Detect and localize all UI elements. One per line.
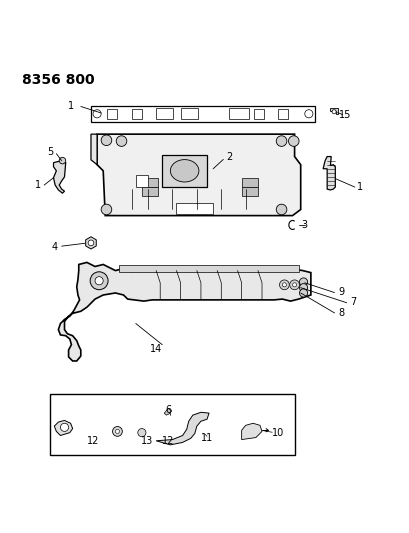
Circle shape — [292, 283, 296, 287]
Circle shape — [299, 284, 307, 292]
Circle shape — [101, 135, 112, 146]
Text: 7: 7 — [350, 297, 356, 308]
Polygon shape — [91, 134, 97, 165]
Circle shape — [95, 277, 103, 285]
Circle shape — [60, 423, 68, 431]
Text: 1: 1 — [67, 101, 74, 111]
Bar — [241, 178, 257, 187]
Circle shape — [116, 136, 126, 147]
Circle shape — [276, 204, 286, 215]
Text: 1: 1 — [35, 180, 41, 190]
Polygon shape — [85, 237, 96, 249]
Polygon shape — [156, 413, 209, 445]
Bar — [156, 109, 173, 119]
Text: 8356 800: 8356 800 — [22, 73, 94, 87]
Circle shape — [288, 136, 298, 147]
Bar — [176, 204, 213, 214]
Circle shape — [331, 110, 335, 114]
Text: 13: 13 — [141, 436, 153, 446]
Circle shape — [101, 204, 112, 215]
Circle shape — [299, 289, 307, 297]
Circle shape — [304, 110, 312, 118]
Text: 2: 2 — [226, 151, 232, 161]
Bar — [162, 155, 207, 187]
Circle shape — [90, 272, 108, 290]
Text: 10: 10 — [272, 429, 284, 439]
Polygon shape — [58, 262, 310, 361]
Bar — [142, 178, 158, 187]
Polygon shape — [164, 408, 171, 415]
Circle shape — [299, 278, 307, 286]
Text: 12: 12 — [162, 436, 174, 446]
Bar — [180, 109, 197, 119]
Ellipse shape — [170, 159, 198, 182]
Circle shape — [276, 136, 286, 147]
Bar — [91, 106, 314, 122]
Bar — [107, 109, 117, 119]
Bar — [253, 109, 263, 119]
Circle shape — [93, 110, 101, 118]
Circle shape — [282, 283, 286, 287]
Polygon shape — [330, 108, 337, 114]
Circle shape — [88, 240, 94, 246]
Bar — [131, 109, 142, 119]
Text: 14: 14 — [150, 344, 162, 354]
Text: 6: 6 — [165, 405, 171, 415]
Circle shape — [289, 280, 299, 290]
Polygon shape — [241, 423, 261, 440]
Polygon shape — [54, 421, 72, 435]
Bar — [119, 265, 298, 272]
Circle shape — [112, 426, 122, 437]
Circle shape — [59, 157, 65, 164]
Text: 3: 3 — [301, 220, 307, 230]
Text: 9: 9 — [337, 287, 344, 297]
Text: 1: 1 — [356, 182, 362, 192]
Bar — [50, 393, 294, 455]
Bar — [241, 188, 257, 197]
Text: 5: 5 — [47, 148, 53, 157]
Bar — [135, 175, 148, 187]
Text: 4: 4 — [51, 242, 57, 252]
Polygon shape — [322, 157, 335, 190]
Text: 12: 12 — [87, 436, 99, 446]
Text: 15: 15 — [339, 110, 351, 119]
Bar — [142, 188, 158, 197]
Circle shape — [115, 430, 119, 433]
Polygon shape — [54, 160, 65, 193]
Text: 8: 8 — [337, 308, 344, 318]
Bar — [229, 109, 248, 119]
Bar — [278, 109, 288, 119]
Polygon shape — [97, 134, 300, 215]
Circle shape — [279, 280, 289, 290]
Text: 11: 11 — [200, 433, 213, 443]
Circle shape — [137, 429, 146, 437]
